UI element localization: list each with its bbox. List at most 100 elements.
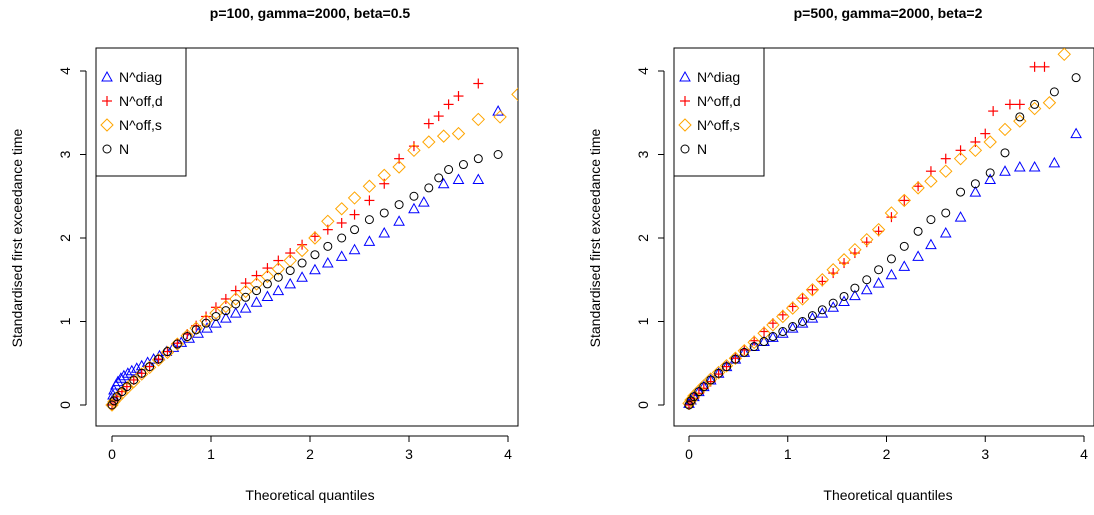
data-point (408, 141, 419, 152)
legend-label: N (697, 141, 707, 157)
data-point (201, 322, 213, 333)
data-point (806, 312, 819, 323)
data-point (199, 313, 213, 328)
legend-label: N^off,s (697, 117, 740, 133)
data-point (121, 367, 134, 378)
data-point (722, 362, 732, 372)
data-point (129, 375, 139, 385)
data-point (250, 296, 263, 307)
data-point (807, 311, 817, 321)
data-point (850, 283, 860, 293)
data-point (898, 260, 911, 271)
data-point (968, 143, 983, 158)
data-point (849, 289, 861, 301)
data-point (240, 278, 251, 289)
data-point (759, 337, 769, 347)
data-point (1039, 61, 1050, 72)
data-point (121, 381, 132, 392)
data-point (786, 322, 799, 333)
data-point (924, 174, 938, 188)
data-point (1049, 87, 1059, 97)
data-point (941, 208, 951, 218)
data-point (273, 272, 283, 282)
data-point (899, 241, 909, 251)
data-point (787, 301, 798, 312)
data-point (939, 226, 952, 238)
data-point (273, 255, 284, 266)
data-point (167, 341, 180, 352)
data-point (1057, 48, 1071, 62)
data-point (363, 235, 376, 246)
data-point (347, 191, 362, 205)
plot-frame (673, 47, 1094, 427)
data-point (1048, 156, 1061, 168)
data-point (1013, 114, 1027, 128)
data-point (1014, 99, 1025, 110)
data-point (201, 318, 211, 328)
legend-marker (101, 70, 113, 82)
data-point (1015, 112, 1025, 122)
data-point (137, 368, 147, 378)
data-point (817, 305, 827, 315)
legend-marker (102, 96, 112, 106)
data-point (115, 372, 127, 383)
data-point (1029, 61, 1040, 72)
legend-label: N^off,s (119, 117, 162, 133)
data-point (125, 364, 138, 376)
data-point (451, 126, 466, 141)
x-tick-label: 4 (1080, 446, 1088, 462)
legend: N^diag N^off,d N^off,s N (95, 47, 187, 177)
data-point (377, 168, 391, 183)
data-point (689, 392, 699, 402)
legend-label: N (119, 141, 129, 157)
y-tick-label: 2 (635, 234, 651, 242)
data-point (458, 160, 468, 170)
plot-frame (95, 47, 519, 427)
x-tick-label: 1 (784, 446, 792, 462)
data-point (295, 243, 309, 258)
data-point (392, 160, 406, 174)
data-point (262, 263, 273, 274)
data-point (711, 365, 726, 380)
data-point (969, 186, 982, 197)
data-point (436, 129, 451, 143)
data-point (884, 206, 899, 220)
x-tick-label: 1 (207, 446, 215, 462)
legend-label: N^diag (697, 69, 740, 85)
data-point (795, 292, 810, 306)
data-point (785, 301, 800, 315)
x-tick-label: 3 (405, 446, 413, 462)
data-point (249, 277, 264, 291)
data-point (759, 326, 770, 337)
data-point (1070, 127, 1082, 139)
data-point (128, 374, 139, 385)
data-point (777, 309, 788, 320)
data-point (322, 224, 333, 235)
y-axis-label: Standardised first exceedance time (9, 128, 25, 347)
legend-marker (679, 70, 691, 82)
data-point (730, 354, 740, 364)
data-point (817, 276, 828, 287)
data-point (739, 347, 749, 357)
data-point (453, 91, 464, 102)
y-tick-label: 0 (57, 401, 73, 409)
data-point (953, 151, 968, 166)
x-tick-label: 2 (306, 446, 314, 462)
data-point (1028, 160, 1041, 172)
y-tick-label: 3 (57, 150, 73, 158)
data-point (954, 211, 967, 222)
data-point (913, 181, 924, 192)
legend-marker (102, 144, 112, 154)
data-point (337, 233, 347, 243)
data-point (154, 354, 164, 364)
legend: N^diag N^off,d N^off,s N (673, 47, 765, 177)
data-point (704, 372, 718, 386)
data-point (719, 359, 734, 373)
legend-marker (680, 144, 690, 154)
data-point (393, 215, 405, 226)
data-point (271, 262, 286, 276)
data-point (766, 318, 780, 332)
data-point (112, 375, 124, 387)
data-point (334, 202, 349, 216)
